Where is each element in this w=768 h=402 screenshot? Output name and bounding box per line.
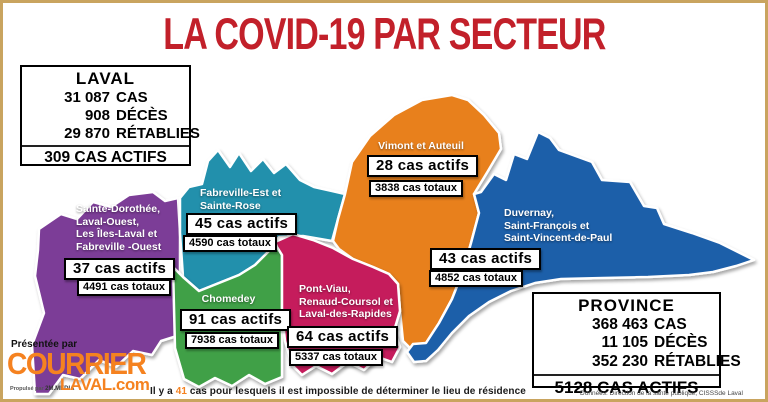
data-source-note: Données: Direction de la santé publique,…: [580, 390, 743, 397]
laval-stats-box: LAVAL 31 087 CAS 908 DÉCÈS 29 870 RÉTABL…: [20, 65, 200, 166]
laval-stat-row-cas: 31 087 CAS: [28, 89, 183, 107]
laval-cas-value: 31 087: [64, 88, 110, 106]
courrier-laval-logo: COURRIER: [7, 348, 147, 382]
active-cases-badge-fabreville-est: 45 cas actifs: [186, 213, 298, 235]
total-cases-badge-duvernay: 4852 cas totaux: [429, 270, 523, 287]
footnote-count: 41: [175, 386, 188, 397]
active-cases-badge-vimont-auteuil: 28 cas actifs: [367, 155, 479, 177]
laval-deces-value: 908: [84, 106, 110, 124]
powered-by-text: Propulsé par: [10, 386, 44, 392]
total-cases-badge-vimont-auteuil: 3838 cas totaux: [369, 180, 463, 197]
total-cases-badge-fabreville-est: 4590 cas totaux: [183, 235, 277, 252]
province-deces-label: DÉCÈS: [654, 334, 708, 352]
sector-label-fabreville-est: Fabreville-Est et Sainte-Rose: [200, 187, 282, 212]
divider: [22, 145, 189, 148]
province-cas-value: 368 463: [591, 315, 648, 333]
laval-deces-label: DÉCÈS: [116, 106, 168, 124]
sector-label-chomedey: Chomedey: [201, 293, 256, 305]
residence-footnote: Il y a 41 cas pour lesquels il est impos…: [150, 386, 526, 397]
province-stats-title: PROVINCE: [578, 296, 675, 315]
active-cases-badge-sainte-dorothee: 37 cas actifs: [64, 258, 176, 280]
active-cases-badge-pont-viau: 64 cas actifs: [287, 326, 399, 348]
province-stats-box: PROVINCE 368 463 CAS 11 105 DÉCÈS 352 23…: [532, 292, 741, 397]
footnote-prefix: Il y a: [150, 386, 176, 397]
province-active-cases: 5128 CAS ACTIFS: [554, 378, 699, 398]
page-title: LA COVID-19 PAR SECTEUR: [162, 9, 606, 59]
province-deces-value: 11 105: [601, 334, 648, 352]
laval-active-cases: 309 CAS ACTIFS: [44, 149, 167, 167]
powered-by-label: Propulsé par 2M.MEDIA: [10, 386, 75, 392]
sector-label-duvernay: Duvernay, Saint-François et Saint-Vincen…: [504, 207, 613, 244]
total-cases-badge-sainte-dorothee: 4491 cas totaux: [77, 279, 171, 296]
province-stat-row-retablies: 352 230 RÉTABLIES: [540, 353, 741, 372]
presented-by-label: Présentée par: [11, 339, 78, 350]
active-cases-badge-chomedey: 91 cas actifs: [180, 309, 292, 331]
sector-label-sainte-dorothee: Sainte-Dorothée, Laval-Ouest, Les Îles-L…: [76, 203, 162, 253]
province-retablies-value: 352 230: [591, 353, 648, 371]
laval-retablies-label: RÉTABLIES: [116, 125, 200, 143]
laval-retablies-value: 29 870: [64, 125, 110, 143]
laval-com-logo: LAVAL.com: [60, 375, 150, 394]
sector-label-pont-viau: Pont-Viau, Renaud-Coursol et Laval-des-R…: [299, 283, 393, 320]
laval-stats-title: LAVAL: [75, 69, 136, 88]
laval-cas-label: CAS: [116, 88, 148, 106]
powered-by-brand: 2M.MEDIA: [45, 386, 75, 392]
province-stat-row-cas: 368 463 CAS: [540, 316, 713, 335]
active-cases-badge-duvernay: 43 cas actifs: [430, 248, 542, 270]
province-stat-row-deces: 11 105 DÉCÈS: [540, 334, 713, 353]
laval-stat-row-deces: 908 DÉCÈS: [28, 107, 183, 125]
footnote-suffix: cas pour lesquels il est impossible de d…: [187, 386, 526, 397]
province-retablies-label: RÉTABLIES: [654, 353, 741, 371]
divider: [534, 374, 719, 377]
total-cases-badge-chomedey: 7938 cas totaux: [185, 332, 279, 349]
total-cases-badge-pont-viau: 5337 cas totaux: [289, 349, 383, 366]
sector-label-vimont-auteuil: Vimont et Auteuil: [378, 140, 464, 152]
province-cas-label: CAS: [654, 315, 687, 333]
sector-shape-duvernay: [405, 130, 756, 364]
laval-stat-row-retablies: 29 870 RÉTABLIES: [28, 125, 200, 143]
